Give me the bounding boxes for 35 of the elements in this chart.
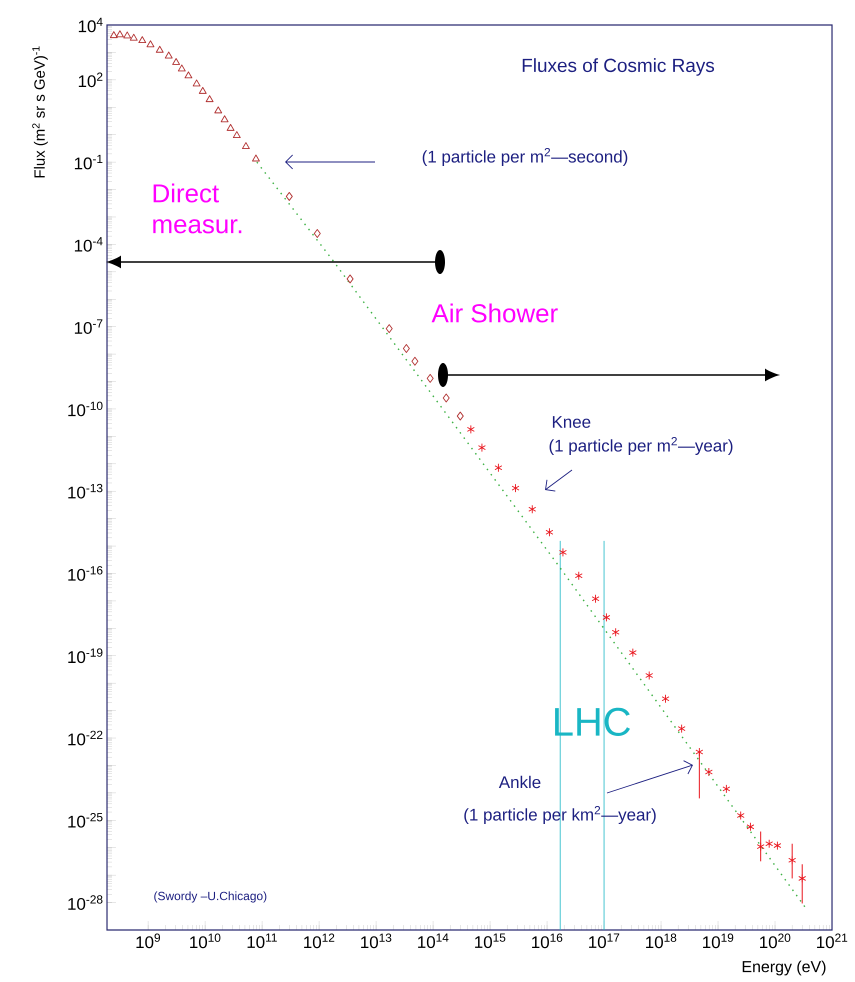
y-tick-label: 10$^{-22}$ xyxy=(68,730,102,746)
annotation: Air Shower xyxy=(432,303,558,322)
y-tick-label: 10$^{-4}$ xyxy=(74,237,103,252)
annotation: (1 particle per m$^{2}$—year) xyxy=(550,436,732,456)
y-tick-label: 10$^{-7}$ xyxy=(74,319,102,334)
y-tick-label: 10$^{-19}$ xyxy=(68,648,102,664)
x-tick-label: 10$^{11}$ xyxy=(248,934,277,948)
annotation: Knee xyxy=(552,416,590,428)
annotation: Ankle xyxy=(498,776,540,788)
y-tick-label: 10$^{-10}$ xyxy=(68,402,103,416)
x-tick-label: 10$^{21}$ xyxy=(817,934,848,948)
y-tick-label: 10$^{2}$ xyxy=(78,72,102,88)
text: Fluxes of Cosmic Rays xyxy=(522,58,714,76)
x-tick-label: 10$^{16}$ xyxy=(532,934,562,948)
x-tick-label: 10$^{13}$ xyxy=(361,934,392,948)
y-tick-label: 10$^{-28}$ xyxy=(68,895,102,910)
annotation: Direct measur. xyxy=(153,184,242,234)
x-tick-label: 10$^{20}$ xyxy=(760,934,790,948)
y-tick-label: 10$^{-1}$ xyxy=(74,154,102,170)
annotation: (1 particle per m$^{2}$—second) xyxy=(422,148,628,166)
x-axis-title: Energy (eV) xyxy=(742,960,826,976)
x-tick-label: 10$^{19}$ xyxy=(703,934,734,948)
y-tick-label: 10$^{-25}$ xyxy=(68,812,102,828)
y-tick-label: 10$^{4}$ xyxy=(78,18,103,32)
annotation: (Swordy –U.Chicago) xyxy=(154,891,266,903)
x-tick-label: 10$^{14}$ xyxy=(418,934,448,948)
x-tick-label: 10$^{9}$ xyxy=(136,934,160,948)
x-tick-label: 10$^{17}$ xyxy=(589,934,620,948)
x-tick-label: 10$^{10}$ xyxy=(190,934,220,948)
x-tick-label: 10$^{15}$ xyxy=(475,934,506,948)
y-axis-title: Flux (m$^{2}$ sr s GeV)$^{-1}$ xyxy=(32,46,48,178)
y-tick-label: 10$^{-16}$ xyxy=(68,566,102,581)
x-tick-label: 10$^{18}$ xyxy=(646,934,676,948)
y-tick-label: 10$^{-13}$ xyxy=(68,484,102,499)
x-tick-label: 10$^{12}$ xyxy=(304,934,334,948)
